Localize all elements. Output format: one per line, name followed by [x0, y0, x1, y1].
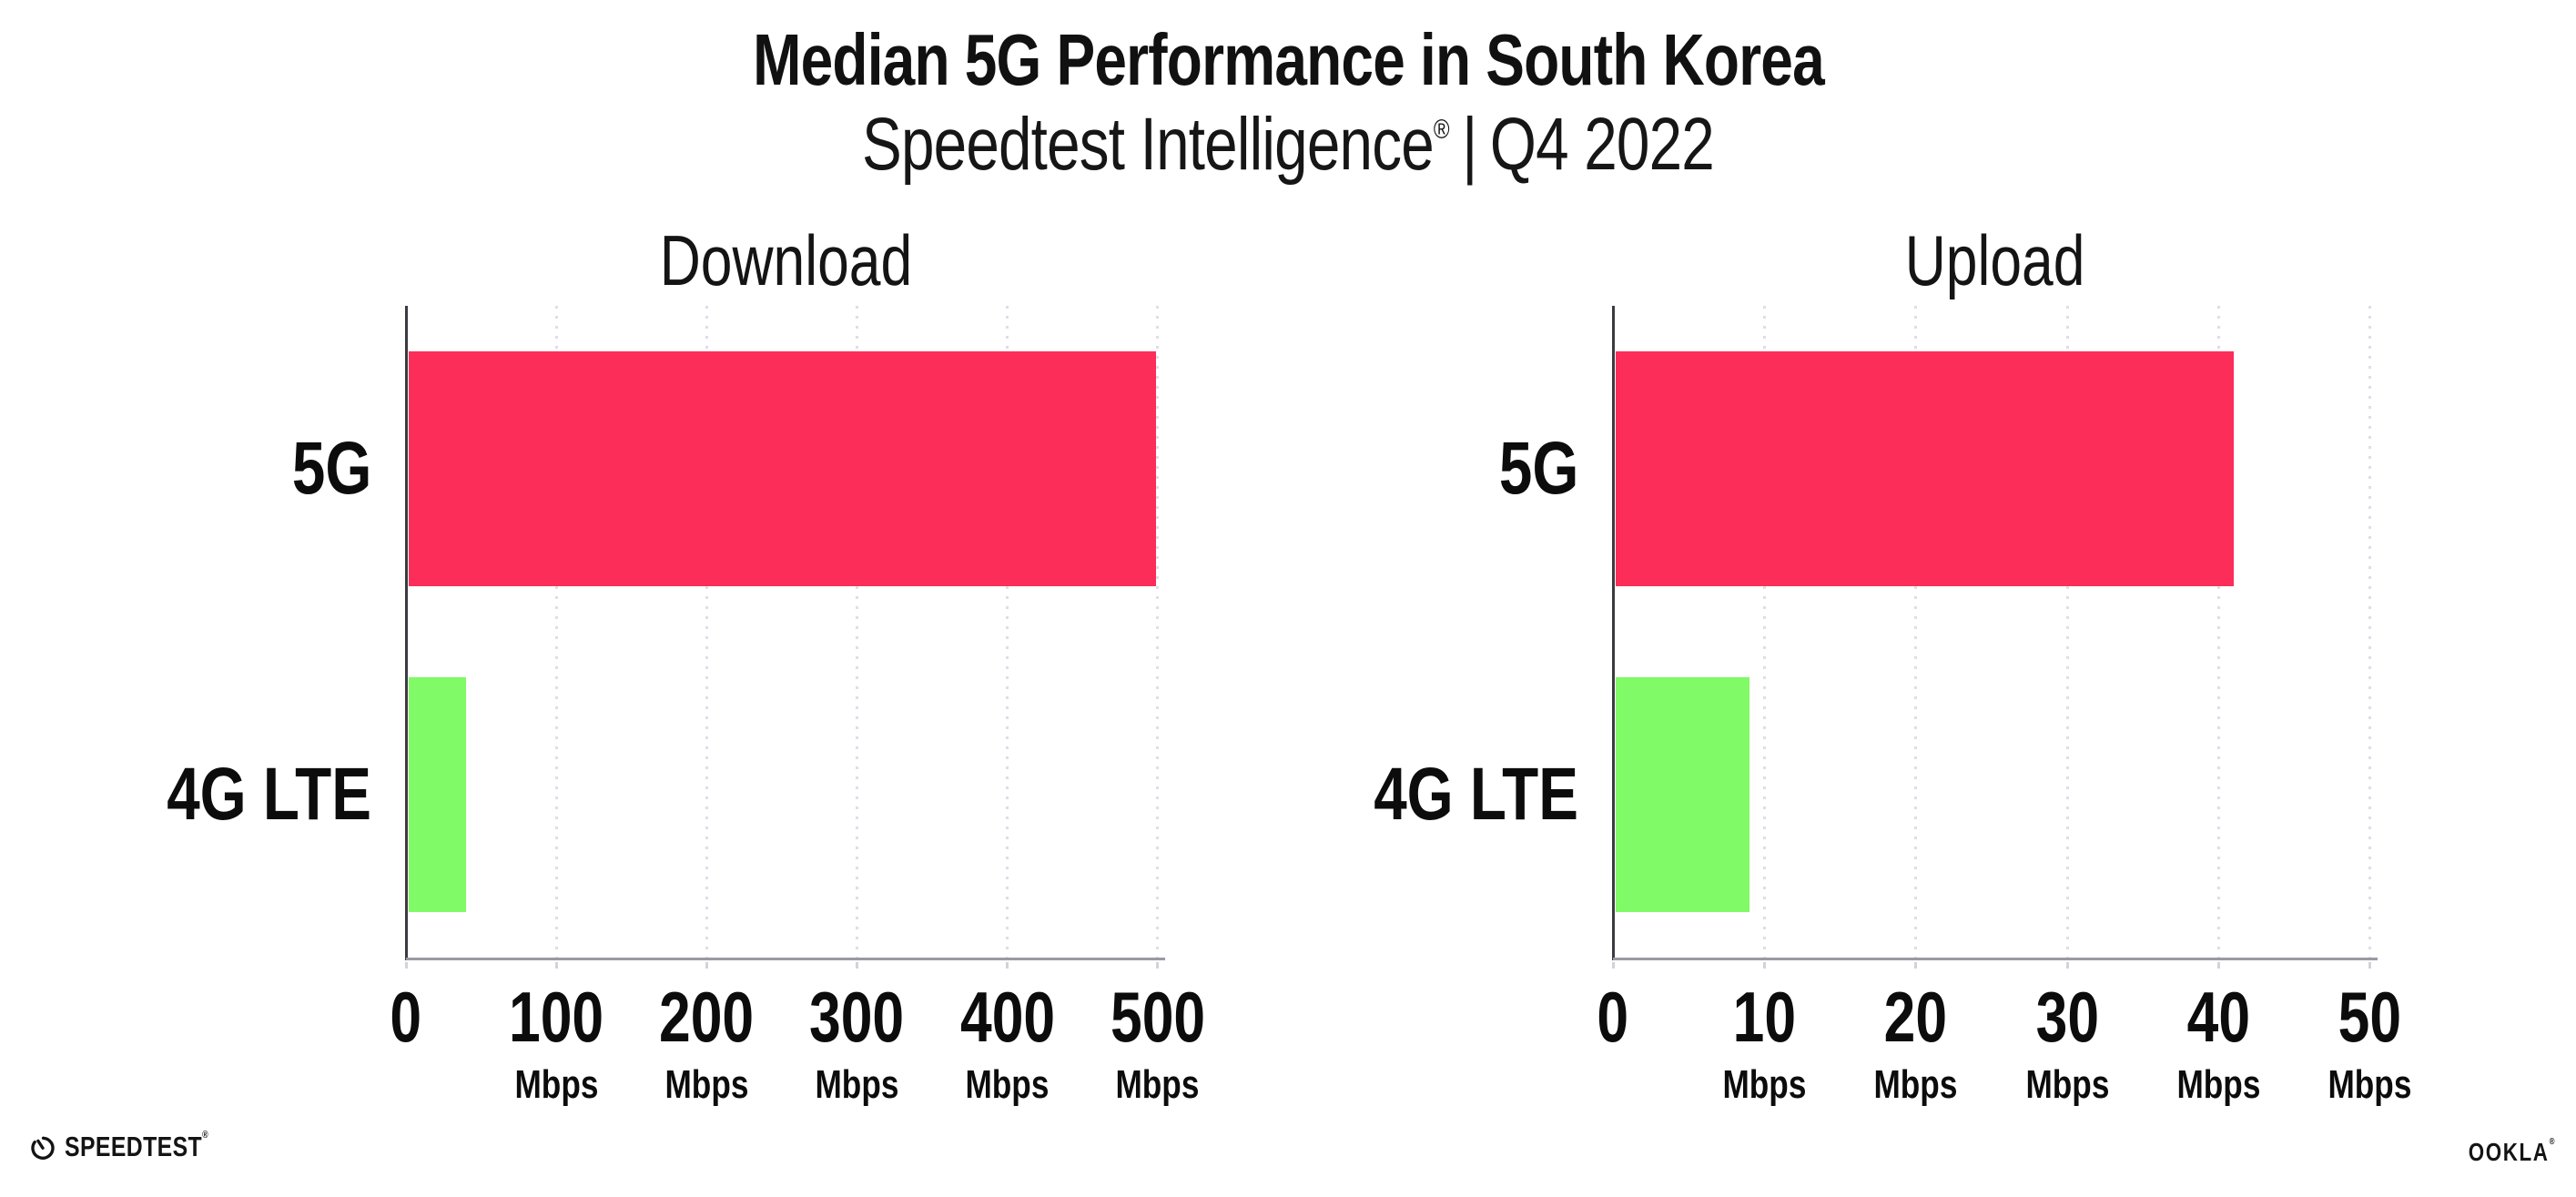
- x-tick-value: 50: [2338, 977, 2402, 1057]
- gridline: [554, 306, 558, 958]
- category-label-5g: 5G: [291, 427, 371, 510]
- speedtest-registered-icon: ®: [202, 1129, 208, 1141]
- page-title-text: Median 5G Performance in South Korea: [752, 19, 1825, 100]
- gridline: [2065, 306, 2069, 958]
- x-tick-label-40: 40 Mbps: [2118, 981, 2318, 1105]
- y-axis-line: [1612, 306, 1615, 960]
- x-tick-label-0: 0: [306, 981, 506, 1052]
- page-subtitle-text: Speedtest Intelligence® | Q4 2022: [862, 103, 1715, 186]
- x-tick-value: 20: [1883, 977, 1948, 1057]
- x-tick-label-400: 400 Mbps: [908, 981, 1108, 1105]
- speedtest-logo: SPEEDTEST®: [29, 1129, 244, 1162]
- ookla-logo: OOKLA®: [2447, 1136, 2554, 1166]
- gridline: [1762, 306, 1766, 958]
- bar-5g: [1616, 351, 2234, 586]
- speedtest-gauge-icon: [31, 1136, 55, 1160]
- x-tick-label-500: 500 Mbps: [1058, 981, 1258, 1105]
- x-tick-mark: [1914, 962, 1918, 969]
- gridline: [855, 306, 858, 958]
- x-tick-label-50: 50 Mbps: [2270, 981, 2470, 1105]
- x-tick-unit: Mbps: [514, 1062, 599, 1107]
- x-tick-label-10: 10 Mbps: [1664, 981, 1864, 1105]
- page-subtitle: Speedtest Intelligence® | Q4 2022: [0, 103, 2576, 186]
- x-tick-unit: Mbps: [664, 1062, 749, 1107]
- category-label-4g-lte: 4G LTE: [167, 753, 371, 836]
- category-label-5g: 5G: [1498, 427, 1578, 510]
- x-tick-mark: [2368, 962, 2372, 969]
- x-tick-unit: Mbps: [1115, 1062, 1200, 1107]
- x-tick-value: 400: [959, 977, 1055, 1057]
- x-tick-unit: Mbps: [815, 1062, 899, 1107]
- x-tick-mark: [855, 962, 858, 969]
- x-tick-label-300: 300 Mbps: [756, 981, 957, 1105]
- x-tick-label-20: 20 Mbps: [1816, 981, 2016, 1105]
- registered-mark-icon: ®: [1433, 114, 1450, 145]
- gridline: [2216, 306, 2220, 958]
- x-tick-mark: [404, 962, 408, 969]
- subtitle-period: Q4 2022: [1489, 103, 1715, 186]
- x-tick-mark: [2065, 962, 2069, 969]
- x-tick-value: 300: [809, 977, 905, 1057]
- x-tick-value: 0: [390, 977, 422, 1057]
- x-tick-unit: Mbps: [965, 1062, 1050, 1107]
- x-tick-unit: Mbps: [1722, 1062, 1807, 1107]
- x-tick-value: 0: [1597, 977, 1629, 1057]
- x-tick-unit: Mbps: [2176, 1062, 2261, 1107]
- bar-4g-lte: [409, 677, 466, 912]
- y-axis-line: [405, 306, 408, 960]
- x-tick-mark: [1611, 962, 1615, 969]
- x-axis-line: [1613, 958, 2378, 960]
- x-tick-value: 100: [509, 977, 604, 1057]
- download-chart-title: Download: [659, 220, 912, 300]
- x-tick-mark: [554, 962, 558, 969]
- x-tick-unit: Mbps: [1873, 1062, 1958, 1107]
- bar-5g: [409, 351, 1156, 586]
- x-tick-mark: [1006, 962, 1009, 969]
- x-axis-line: [406, 958, 1165, 960]
- x-tick-mark: [705, 962, 708, 969]
- x-tick-label-0: 0: [1513, 981, 1713, 1052]
- x-tick-unit: Mbps: [2025, 1062, 2109, 1107]
- upload-chart-title: Upload: [1905, 220, 2085, 300]
- subtitle-brand: Speedtest Intelligence: [862, 103, 1435, 186]
- x-tick-unit: Mbps: [2328, 1062, 2412, 1107]
- gridline: [705, 306, 708, 958]
- bar-4g-lte: [1616, 677, 1749, 912]
- ookla-wordmark: OOKLA: [2468, 1138, 2550, 1166]
- page-title: Median 5G Performance in South Korea: [0, 22, 2576, 98]
- category-label-4g-lte: 4G LTE: [1374, 753, 1578, 836]
- gridline: [1006, 306, 1009, 958]
- gridline: [1156, 306, 1160, 958]
- x-tick-label-100: 100 Mbps: [456, 981, 656, 1105]
- x-tick-value: 30: [2035, 977, 2099, 1057]
- x-tick-mark: [2216, 962, 2220, 969]
- x-tick-value: 10: [1732, 977, 1797, 1057]
- speedtest-wordmark: SPEEDTEST®: [65, 1129, 208, 1162]
- x-tick-value: 500: [1110, 977, 1205, 1057]
- x-tick-value: 200: [659, 977, 755, 1057]
- x-tick-label-200: 200 Mbps: [606, 981, 806, 1105]
- gridline: [2368, 306, 2372, 958]
- x-tick-label-30: 30 Mbps: [1967, 981, 2167, 1105]
- x-tick-mark: [1156, 962, 1160, 969]
- ookla-registered-icon: ®: [2549, 1136, 2554, 1147]
- gridline: [1914, 306, 1918, 958]
- subtitle-divider: |: [1462, 103, 1477, 186]
- x-tick-mark: [1762, 962, 1766, 969]
- x-tick-value: 40: [2186, 977, 2251, 1057]
